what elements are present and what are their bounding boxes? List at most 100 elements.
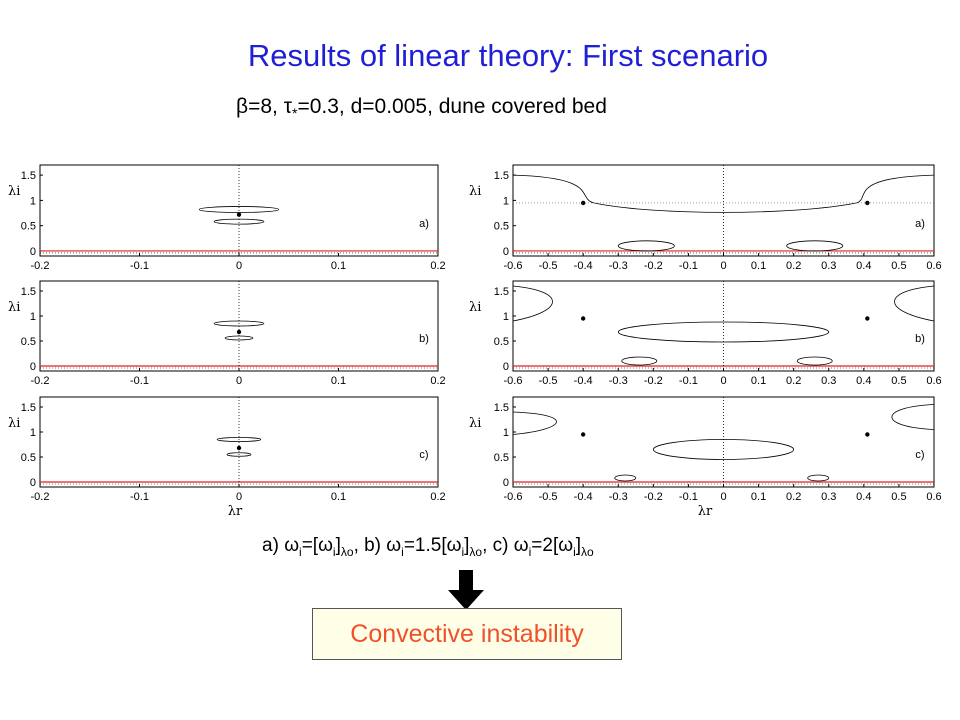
- saddle-point-p0-0: [236, 212, 242, 217]
- x-tick-label-p3-10: 0.4: [856, 260, 871, 272]
- x-tick-label-p3-12: 0.6: [926, 260, 941, 272]
- caption-omega-b: ω: [386, 535, 402, 556]
- x-tick-label-p4-10: 0.4: [856, 375, 871, 387]
- y-tick-label-p5-2: 1: [503, 427, 509, 439]
- caption-omega-c2: ω: [558, 535, 574, 556]
- y-tick-label-p3-2: 1: [503, 195, 509, 207]
- x-tick-label-p2-0: -0.2: [31, 491, 50, 503]
- slide-title: Results of linear theory: First scenario: [247, 38, 769, 73]
- caption-lambda-b: λo: [469, 544, 483, 559]
- beta-symbol: β: [236, 95, 249, 118]
- x-tick-label-p0-4: 0.2: [430, 260, 445, 272]
- x-axis-label-1: λr: [698, 504, 713, 519]
- x-tick-label-p0-2: 0: [236, 260, 242, 272]
- caption-close-a: ]: [335, 535, 341, 556]
- panel-annotation-p1: b): [419, 333, 429, 345]
- y-tick-label-p3-0: 0: [503, 246, 509, 258]
- caption-sub-i-c: i: [528, 544, 532, 559]
- y-tick-label-p5-3: 1.5: [494, 402, 509, 414]
- x-tick-label-p3-1: -0.5: [539, 260, 558, 272]
- tau-symbol: τ: [283, 95, 293, 118]
- y-tick-label-p1-3: 1.5: [21, 286, 36, 298]
- y-tick-label-p4-0: 0: [503, 361, 509, 373]
- x-tick-label-p1-4: 0.2: [430, 375, 445, 387]
- y-tick-label-p4-3: 1.5: [494, 286, 509, 298]
- contour-p5-0: [512, 411, 557, 435]
- x-tick-label-p4-2: -0.4: [574, 375, 593, 387]
- result-text: Convective instability: [350, 619, 584, 648]
- y-tick-label-p1-1: 0.5: [21, 336, 36, 348]
- x-tick-label-p5-11: 0.5: [891, 491, 906, 503]
- contour-p3-3: [786, 240, 844, 252]
- saddle-point-p4-1: [865, 316, 870, 321]
- x-tick-label-p1-2: 0: [236, 375, 242, 387]
- x-tick-label-p4-12: 0.6: [926, 375, 941, 387]
- x-tick-label-p5-7: 0.1: [751, 491, 766, 503]
- contour-p4-4: [796, 356, 833, 366]
- y-tick-label-p2-2: 1: [30, 427, 36, 439]
- caption-close-c: ]: [575, 535, 582, 556]
- caption-sub-i-b2: i: [461, 544, 465, 559]
- caption-omega-b2: ω: [446, 535, 462, 556]
- saddle-point-p4-0: [580, 316, 586, 321]
- x-tick-label-p2-4: 0.2: [430, 491, 445, 503]
- y-tick-label-p0-3: 1.5: [21, 170, 36, 182]
- x-tick-label-p5-12: 0.6: [926, 491, 941, 503]
- x-tick-label-p3-8: 0.2: [786, 260, 801, 272]
- caption-b: , b): [353, 535, 387, 556]
- y-axis-label-p1: λi: [8, 300, 20, 315]
- x-tick-label-p4-3: -0.3: [609, 375, 628, 387]
- saddle-point-p5-1: [865, 432, 870, 437]
- x-tick-label-p5-0: -0.6: [504, 491, 523, 503]
- x-tick-label-p3-0: -0.6: [504, 260, 523, 272]
- caption-close-b: ]: [464, 535, 470, 556]
- contour-p0-1: [213, 218, 265, 225]
- contour-p3-2: [617, 240, 675, 252]
- caption-eq-b: =1.5[: [403, 535, 447, 556]
- caption-sub-i-b: i: [401, 544, 404, 559]
- contour-p5-3: [614, 474, 637, 482]
- x-tick-label-p5-10: 0.4: [856, 491, 871, 503]
- saddle-point-p3-0: [580, 200, 586, 206]
- x-tick-label-p3-5: -0.1: [679, 260, 698, 272]
- contour-p2-0: [216, 437, 262, 442]
- x-tick-label-p4-7: 0.1: [751, 375, 766, 387]
- x-tick-label-p0-0: -0.2: [31, 260, 50, 272]
- tau-subscript: *: [292, 105, 298, 122]
- x-tick-label-p1-1: -0.1: [130, 375, 149, 387]
- x-tick-label-p5-8: 0.2: [786, 491, 801, 503]
- contour-p5-1: [891, 404, 935, 430]
- y-axis-label-p0: λi: [8, 184, 20, 199]
- x-tick-label-p4-6: 0: [720, 375, 726, 387]
- x-tick-label-p3-9: 0.3: [821, 260, 836, 272]
- figure-caption: a) ωi=[ωi]λo, b) ωi=1.5[ωi]λo, c) ωi=2[ω…: [262, 535, 594, 559]
- x-tick-label-p5-9: 0.3: [821, 491, 836, 503]
- x-tick-label-p2-1: -0.1: [130, 491, 149, 503]
- saddle-point-p5-0: [580, 432, 586, 437]
- x-tick-label-p1-0: -0.2: [31, 375, 50, 387]
- x-tick-label-p4-4: -0.2: [644, 375, 663, 387]
- y-tick-label-p4-1: 0.5: [494, 336, 509, 348]
- y-tick-label-p1-0: 0: [30, 361, 36, 373]
- x-tick-label-p3-2: -0.4: [574, 260, 593, 272]
- caption-sub-i-c2: i: [573, 544, 576, 559]
- caption-c: , c): [482, 535, 514, 556]
- y-axis-label-p4: λi: [469, 300, 481, 315]
- result-box: Convective instability: [312, 608, 622, 660]
- contour-p4-0: [512, 285, 553, 322]
- y-axis-label-p5: λi: [469, 416, 481, 431]
- y-tick-label-p2-0: 0: [30, 477, 36, 489]
- y-tick-label-p2-3: 1.5: [21, 402, 36, 414]
- caption-a: a): [262, 535, 285, 556]
- contour-p5-4: [807, 474, 830, 482]
- caption-eq-a: =[: [301, 535, 319, 556]
- parameter-rest: =0.3, d=0.005, dune covered bed: [297, 95, 607, 118]
- saddle-point-p1-0: [236, 329, 242, 335]
- x-tick-label-p4-9: 0.3: [821, 375, 836, 387]
- contour-p0-0: [198, 206, 280, 213]
- down-arrow-icon: [448, 570, 484, 610]
- x-tick-label-p2-3: 0.1: [331, 491, 346, 503]
- x-tick-label-p3-4: -0.2: [644, 260, 663, 272]
- beta-value: =8,: [248, 95, 284, 118]
